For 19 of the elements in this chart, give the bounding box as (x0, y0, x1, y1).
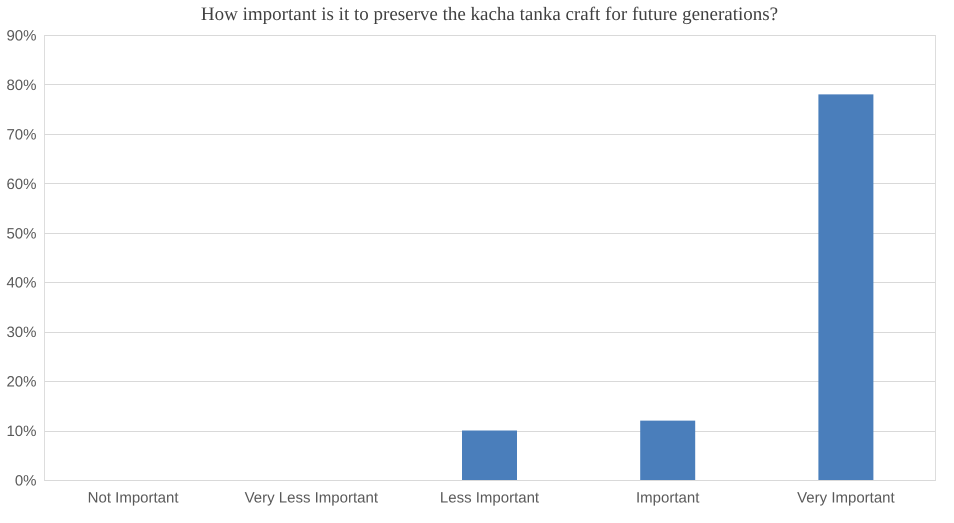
y-tick-label: 80% (6, 76, 36, 94)
x-tick-label: Very Less Important (244, 490, 379, 506)
y-tick-label: 60% (6, 176, 36, 193)
y-tick-label: 30% (6, 324, 36, 342)
y-tick-label: 50% (6, 225, 36, 242)
x-tick-label: Less Important (440, 490, 540, 506)
y-tick-label: 40% (6, 274, 36, 292)
x-tick-label: Very Important (797, 490, 896, 506)
y-tick-label: 10% (6, 423, 36, 440)
x-tick-label: Not Important (88, 490, 180, 506)
y-tick-label: 70% (6, 126, 36, 144)
chart-title: How important is it to preserve the kacha tanka craft for future generations? (200, 4, 778, 25)
y-tick-label: 0% (14, 472, 36, 490)
bar (640, 420, 696, 480)
y-tick-label: 90% (6, 28, 36, 44)
x-tick-label: Important (636, 490, 700, 506)
bar (818, 94, 874, 480)
y-tick-label: 20% (6, 374, 36, 391)
bar (462, 430, 517, 480)
